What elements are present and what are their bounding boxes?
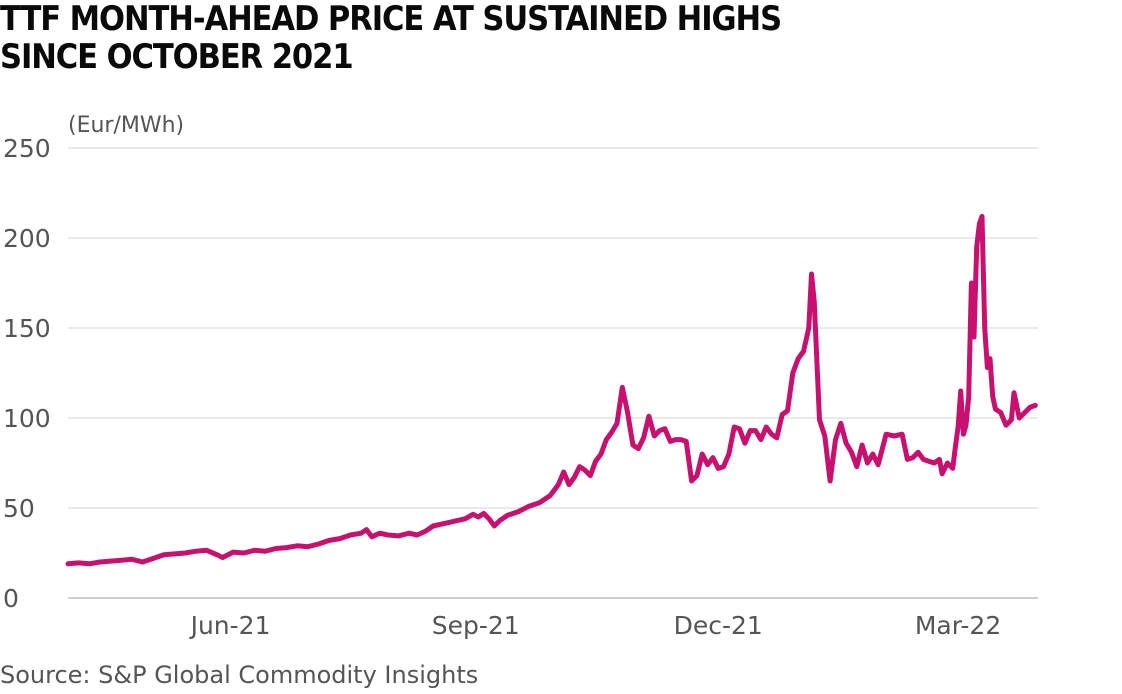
chart-title: TTF MONTH-AHEAD PRICE AT SUSTAINED HIGHS… [0,0,900,76]
series-layer [65,213,1038,567]
x-tick-labels: Jun-21 Sep-21 Dec-21 Mar-22 [189,611,1002,640]
gridlines [68,147,1038,599]
y-tick-labels: 0 50 100 150 200 250 [3,134,51,613]
y-tick-0: 0 [3,584,19,613]
y-tick-50: 50 [3,494,35,523]
y-tick-200: 200 [3,224,51,253]
y-unit-label: (Eur/MWh) [68,113,184,138]
x-tick-sep-21: Sep-21 [432,611,520,640]
x-tick-jun-21: Jun-21 [189,611,271,640]
source-note: Source: S&P Global Commodity Insights [0,661,479,689]
series-line-0 [65,213,1038,567]
y-tick-150: 150 [3,314,51,343]
chart-title-line-2: SINCE OCTOBER 2021 [0,37,354,77]
x-tick-dec-21: Dec-21 [674,611,763,640]
chart-title-line-1: TTF MONTH-AHEAD PRICE AT SUSTAINED HIGHS [0,0,782,39]
line-chart: (Eur/MWh) 0 50 100 150 200 250 Jun-21 Sep-21 De… [3,113,1038,640]
x-tick-mar-22: Mar-22 [915,611,1001,640]
y-tick-100: 100 [3,404,51,433]
y-tick-250: 250 [3,134,51,163]
